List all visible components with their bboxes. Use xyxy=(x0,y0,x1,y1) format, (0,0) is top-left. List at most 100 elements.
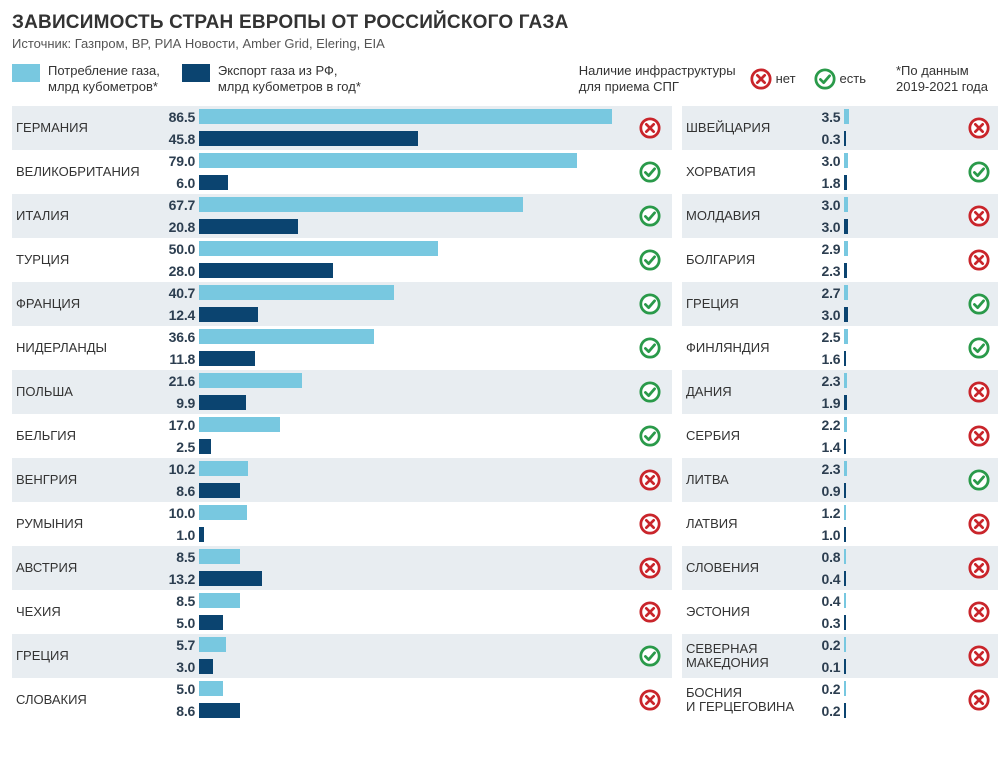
bars: 3.03.0 xyxy=(812,194,960,238)
bar-export xyxy=(844,219,848,234)
spg-icon-cell xyxy=(960,282,998,326)
value-consumption: 10.2 xyxy=(161,461,195,477)
bars: 79.0 6.0 xyxy=(161,150,628,194)
country-name: ЛАТВИЯ xyxy=(682,502,812,546)
bar-consumption xyxy=(199,549,240,564)
country-row: ЭСТОНИЯ0.40.3 xyxy=(682,590,998,634)
bar-export xyxy=(199,571,262,586)
country-row: СЛОВАКИЯ5.08.6 xyxy=(12,678,672,722)
spg-icon-cell xyxy=(960,326,998,370)
spg-icon-cell xyxy=(628,590,672,634)
country-row: СЛОВЕНИЯ0.80.4 xyxy=(682,546,998,590)
bars: 8.513.2 xyxy=(161,546,628,590)
value-consumption: 2.3 xyxy=(812,461,840,477)
country-name: ИТАЛИЯ xyxy=(12,194,161,238)
bar-export xyxy=(199,483,240,498)
bars: 0.80.4 xyxy=(812,546,960,590)
value-consumption: 0.8 xyxy=(812,549,840,565)
bar-export xyxy=(199,395,246,410)
bar-consumption xyxy=(199,417,280,432)
country-row: ИТАЛИЯ67.720.8 xyxy=(12,194,672,238)
bar-export xyxy=(844,483,846,498)
country-row: ФРАНЦИЯ40.712.4 xyxy=(12,282,672,326)
swatch-consumption xyxy=(12,64,40,82)
bar-consumption xyxy=(199,153,576,168)
bar-consumption xyxy=(844,461,847,476)
value-export: 6.0 xyxy=(161,175,195,191)
spg-icon-cell xyxy=(628,546,672,590)
country-row: ГРЕЦИЯ2.73.0 xyxy=(682,282,998,326)
bar-consumption xyxy=(199,241,438,256)
value-export: 45.8 xyxy=(161,131,195,147)
country-name: ЭСТОНИЯ xyxy=(682,590,812,634)
bars: 40.712.4 xyxy=(161,282,628,326)
country-name: НИДЕРЛАНДЫ xyxy=(12,326,161,370)
bar-consumption xyxy=(844,373,847,388)
bars: 8.55.0 xyxy=(161,590,628,634)
value-consumption: 2.2 xyxy=(812,417,840,433)
bars: 86.545.8 xyxy=(161,106,628,150)
bar-export xyxy=(844,659,846,674)
bar-export xyxy=(199,351,255,366)
bar-export xyxy=(199,131,418,146)
country-name: АВСТРИЯ xyxy=(12,546,161,590)
country-row: БОЛГАРИЯ2.92.3 xyxy=(682,238,998,282)
value-export: 0.3 xyxy=(812,131,840,147)
bar-export xyxy=(199,659,213,674)
value-consumption: 8.5 xyxy=(161,549,195,565)
country-name: ХОРВАТИЯ xyxy=(682,150,812,194)
bars: 5.73.0 xyxy=(161,634,628,678)
bars: 2.21.4 xyxy=(812,414,960,458)
country-row: СЕРБИЯ2.21.4 xyxy=(682,414,998,458)
bar-consumption xyxy=(844,593,846,608)
value-export: 0.3 xyxy=(812,615,840,631)
value-export: 5.0 xyxy=(161,615,195,631)
bar-export xyxy=(844,307,848,322)
spg-icon-cell xyxy=(628,458,672,502)
spg-icon-cell xyxy=(628,634,672,678)
bar-consumption xyxy=(844,197,848,212)
value-export: 3.0 xyxy=(812,219,840,235)
bar-export xyxy=(199,527,204,542)
spg-icon-cell xyxy=(628,502,672,546)
spg-icon-cell xyxy=(628,282,672,326)
spg-icon-cell xyxy=(960,502,998,546)
bars: 36.611.8 xyxy=(161,326,628,370)
bars: 50.028.0 xyxy=(161,238,628,282)
spg-icon-cell xyxy=(628,106,672,150)
country-row: ТУРЦИЯ50.028.0 xyxy=(12,238,672,282)
bar-consumption xyxy=(844,681,846,696)
chart-source: Источник: Газпром, BP, РИА Новости, Ambe… xyxy=(12,36,988,51)
bars: 0.20.2 xyxy=(812,678,960,722)
value-consumption: 79.0 xyxy=(161,153,195,169)
bar-export xyxy=(199,219,298,234)
spg-icon-cell xyxy=(628,238,672,282)
value-consumption: 0.2 xyxy=(812,681,840,697)
legend-consumption: Потребление газа, млрд кубометров* xyxy=(12,63,160,96)
country-row: ЛИТВА2.30.9 xyxy=(682,458,998,502)
bar-consumption xyxy=(199,285,393,300)
spg-icon-cell xyxy=(960,238,998,282)
value-consumption: 2.9 xyxy=(812,241,840,257)
bar-consumption xyxy=(199,109,612,124)
legend-note: *По данным 2019-2021 года xyxy=(896,63,988,96)
value-consumption: 67.7 xyxy=(161,197,195,213)
country-row: ВЕЛИКОБРИТАНИЯ79.06.0 xyxy=(12,150,672,194)
country-row: ГЕРМАНИЯ86.545.8 xyxy=(12,106,672,150)
bars: 5.08.6 xyxy=(161,678,628,722)
value-export: 1.6 xyxy=(812,351,840,367)
country-row: ВЕНГРИЯ10.28.6 xyxy=(12,458,672,502)
bar-consumption xyxy=(844,549,846,564)
bars: 0.20.1 xyxy=(812,634,960,678)
country-name: СЕВЕРНАЯ МАКЕДОНИЯ xyxy=(682,634,812,678)
bar-consumption xyxy=(844,285,848,300)
bar-export xyxy=(199,307,258,322)
spg-icon-cell xyxy=(960,458,998,502)
value-export: 2.3 xyxy=(812,263,840,279)
bar-consumption xyxy=(199,505,247,520)
bar-export xyxy=(199,263,333,278)
spg-icon-cell xyxy=(628,194,672,238)
bar-consumption xyxy=(844,109,849,124)
country-row: ШВЕЙЦАРИЯ3.50.3 xyxy=(682,106,998,150)
bar-export xyxy=(844,527,846,542)
